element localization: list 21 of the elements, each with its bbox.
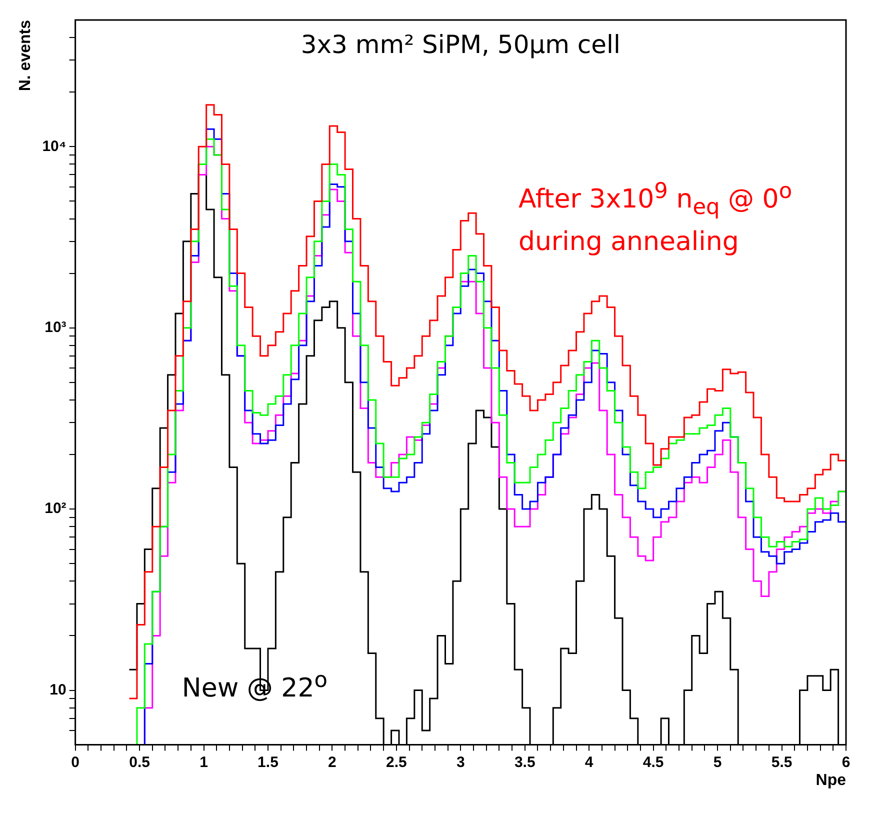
chart-title: 3x3 mm² SiPM, 50μm cell (300, 30, 622, 59)
y-tick-label: 10⁴ (42, 138, 66, 155)
x-tick-label: 4.5 (642, 754, 664, 771)
x-tick-label: 6 (842, 754, 850, 771)
x-tick-label: 3.5 (514, 754, 536, 771)
y-axis-title: N. events (17, 20, 34, 92)
x-tick-label: 3 (456, 754, 465, 771)
x-tick-label: 5.5 (771, 754, 792, 771)
x-tick-label: 1.5 (258, 754, 278, 771)
y-tick-label: 10 (50, 681, 66, 698)
x-tick-label: 0 (71, 754, 80, 771)
x-axis-title: Npe (816, 772, 846, 789)
x-tick-label: 1 (200, 754, 208, 771)
text: After 3x10$^{9}$ n$_{eq}$ @ 0$^{o}$ during annealing (518, 178, 792, 257)
x-tick-label: 2 (328, 754, 336, 771)
x-tick-label: 5 (713, 754, 722, 771)
y-tick-label: 10³ (44, 318, 66, 336)
x-tick-label: 0.5 (129, 754, 150, 771)
x-tick-label: 4 (584, 754, 594, 771)
y-tick-label: 10² (44, 500, 66, 518)
x-tick-label: 2.5 (386, 754, 407, 771)
